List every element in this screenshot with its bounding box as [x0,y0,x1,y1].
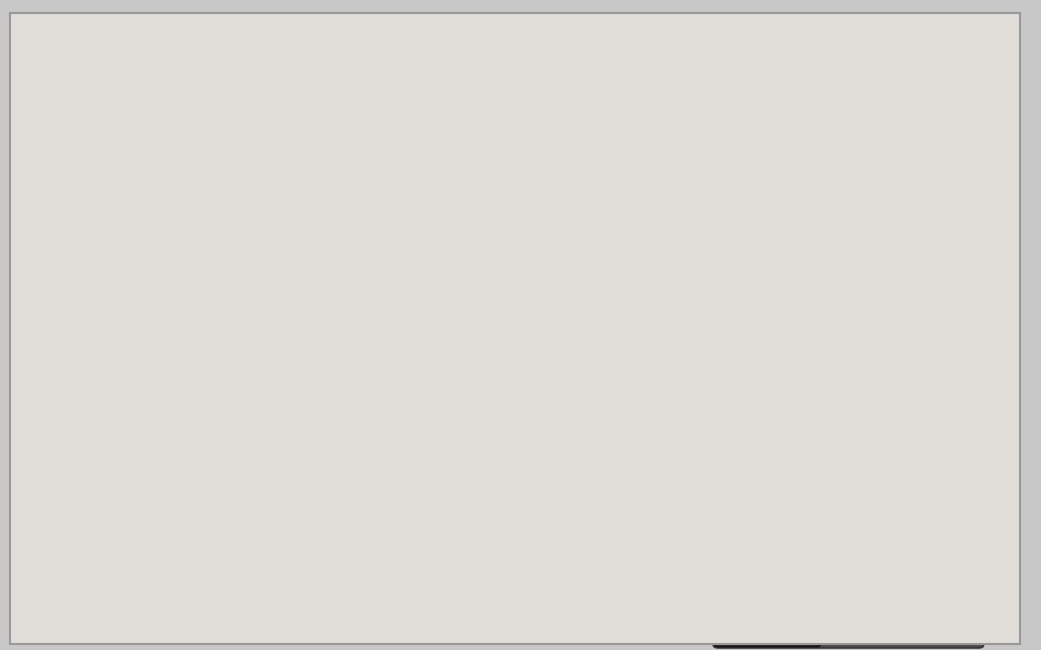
Text: C: C [869,40,883,58]
Text: HOTs: HOTs [745,616,789,631]
Text: A: A [70,273,83,292]
Text: 10 cm: 10 cm [740,32,795,50]
Text: (c): (c) [52,20,78,38]
Text: x: x [167,257,177,275]
Text: value of $y$.: value of $y$. [83,482,200,506]
Text: B: B [676,315,688,334]
FancyBboxPatch shape [715,601,820,647]
Text: $\it{Berdasarkan\ rajah\ di\ atas,\ kos}$ $x = \dfrac{3}{5}$$\it{,\ cari\ nilai\: $\it{Berdasarkan\ rajah\ di\ atas,\ kos}… [83,544,599,587]
Text: y: y [637,228,648,246]
Text: Based on the diagram above, cos $x = \dfrac{3}{5}$, find the: Based on the diagram above, cos $x = \df… [83,388,621,431]
Text: Analysing: Analysing [849,614,931,632]
Text: D: D [646,35,661,54]
FancyBboxPatch shape [713,599,984,648]
Text: 30 cm: 30 cm [296,160,352,178]
